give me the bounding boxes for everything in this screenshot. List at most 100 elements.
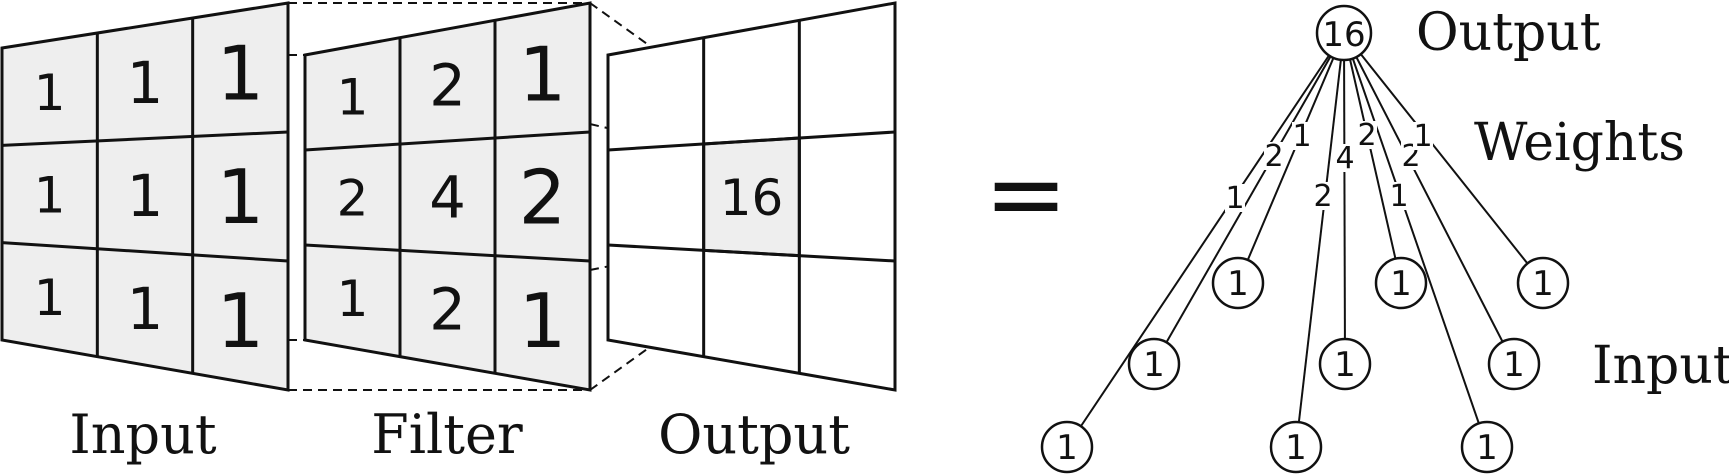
grid-line-horizontal <box>304 243 591 263</box>
filter-cell-value: 1 <box>519 30 567 118</box>
input-cell-value: 1 <box>34 64 66 122</box>
input-node: 1 <box>1211 256 1265 310</box>
input-node-circle <box>1211 256 1265 310</box>
input-node: 1 <box>1460 420 1514 474</box>
input-node-circle <box>1040 420 1094 474</box>
output-cell-value: 16 <box>720 169 784 227</box>
filter-cell-value: 2 <box>519 154 567 242</box>
network-edge <box>1153 32 1345 365</box>
weight-label: 1 <box>1225 181 1244 216</box>
input-node: 1 <box>1040 420 1094 474</box>
input-cell-value: 1 <box>216 277 264 365</box>
weight-label: 4 <box>1335 141 1354 176</box>
input-node-value: 1 <box>1503 345 1525 385</box>
grid-line-horizontal <box>607 130 896 152</box>
filter-cell-value: 2 <box>337 169 369 227</box>
input-cell-value: 1 <box>127 50 164 117</box>
network-edge <box>1343 32 1402 284</box>
input-cell-value: 1 <box>127 163 164 230</box>
input-grid-lines <box>1 18 289 374</box>
output-panel-label: Output <box>658 403 850 466</box>
input-node-value: 1 <box>1334 345 1356 385</box>
output-node: 16 <box>1315 4 1373 62</box>
network-edge <box>1343 32 1515 365</box>
filter-cell-value: 1 <box>337 69 369 127</box>
network-edge <box>1237 32 1345 284</box>
weight-label-bg <box>1264 142 1284 170</box>
input-node-circle <box>1374 256 1428 310</box>
input-node: 1 <box>1127 337 1181 391</box>
output-node-value: 16 <box>1322 15 1365 55</box>
grid-line-horizontal <box>1 130 289 147</box>
equals-sign: = <box>984 135 1068 252</box>
weight-label-bg <box>1389 182 1409 210</box>
input-panel-label: Input <box>69 403 216 466</box>
input-cell-value: 1 <box>216 29 264 117</box>
input-node: 1 <box>1487 337 1541 391</box>
output-panel: 16 <box>606 1 897 392</box>
input-node-value: 1 <box>1390 264 1412 304</box>
input-cell-value: 1 <box>127 276 164 343</box>
input-node-value: 1 <box>1476 428 1498 468</box>
network-edge <box>1066 32 1345 448</box>
filter-cell-value: 2 <box>429 277 466 344</box>
network-edge <box>1343 32 1346 365</box>
network-weights-label: Weights <box>1474 113 1685 173</box>
input-node: 1 <box>1318 337 1372 391</box>
input-node-value: 1 <box>1285 428 1307 468</box>
weight-label: 1 <box>1413 119 1432 154</box>
filter-grid-lines <box>304 20 591 374</box>
filter-cell-value: 1 <box>519 277 567 365</box>
weight-label-bg <box>1292 122 1312 150</box>
input-cell-value: 1 <box>34 269 66 327</box>
input-node: 1 <box>1269 420 1323 474</box>
filter-cell-value: 1 <box>337 270 369 328</box>
weight-label-bg <box>1313 182 1333 210</box>
network-edge <box>1343 32 1544 284</box>
weight-label-bg <box>1413 122 1433 150</box>
weight-label-bg <box>1225 184 1245 212</box>
weight-label: 2 <box>1357 118 1376 153</box>
input-node: 1 <box>1374 256 1428 310</box>
filter-cell-value: 4 <box>429 165 466 232</box>
filter-panel-label: Filter <box>371 403 523 466</box>
input-node-value: 1 <box>1056 428 1078 468</box>
weight-label: 1 <box>1292 119 1311 154</box>
grid-line-horizontal <box>607 243 896 263</box>
weight-label: 2 <box>1313 179 1332 214</box>
input-node: 1 <box>1516 256 1570 310</box>
network-edge <box>1295 32 1345 448</box>
filter-cell-value: 2 <box>429 53 466 120</box>
input-node-circle <box>1487 337 1541 391</box>
input-node-circle <box>1269 420 1323 474</box>
input-node-circle <box>1318 337 1372 391</box>
input-cell-values: 1 1 11 1 11 1 1 <box>34 29 264 364</box>
input-panel: 1 1 11 1 11 1 1 <box>0 1 290 392</box>
network-input-nodes: 1 1 1 1 1 1 1 1 1 <box>1040 256 1570 474</box>
network-input-label: Input <box>1592 336 1729 396</box>
input-node-value: 1 <box>1143 345 1165 385</box>
filter-cell-values: 1 2 12 4 21 2 1 <box>337 30 567 365</box>
weight-label: 1 <box>1389 179 1408 214</box>
network-output-label: Output <box>1416 3 1601 63</box>
input-node-value: 1 <box>1532 264 1554 304</box>
grid-line-horizontal <box>304 130 591 152</box>
input-cell-value: 1 <box>216 153 264 241</box>
output-node-circle <box>1315 4 1373 62</box>
input-node-circle <box>1516 256 1570 310</box>
weight-label-bg <box>1335 144 1355 172</box>
weight-label: 2 <box>1264 139 1283 174</box>
input-node-circle <box>1127 337 1181 391</box>
grid-line-horizontal <box>1 241 289 263</box>
output-cell-values: 16 <box>720 169 784 227</box>
network-edge <box>1343 32 1488 448</box>
input-cell-value: 1 <box>34 166 66 224</box>
output-grid-lines <box>607 20 896 374</box>
network-edges <box>1066 32 1544 448</box>
input-node-value: 1 <box>1227 264 1249 304</box>
filter-panel: 1 2 12 4 21 2 1 <box>303 1 592 392</box>
input-node-circle <box>1460 420 1514 474</box>
weight-label-bg <box>1357 121 1377 149</box>
